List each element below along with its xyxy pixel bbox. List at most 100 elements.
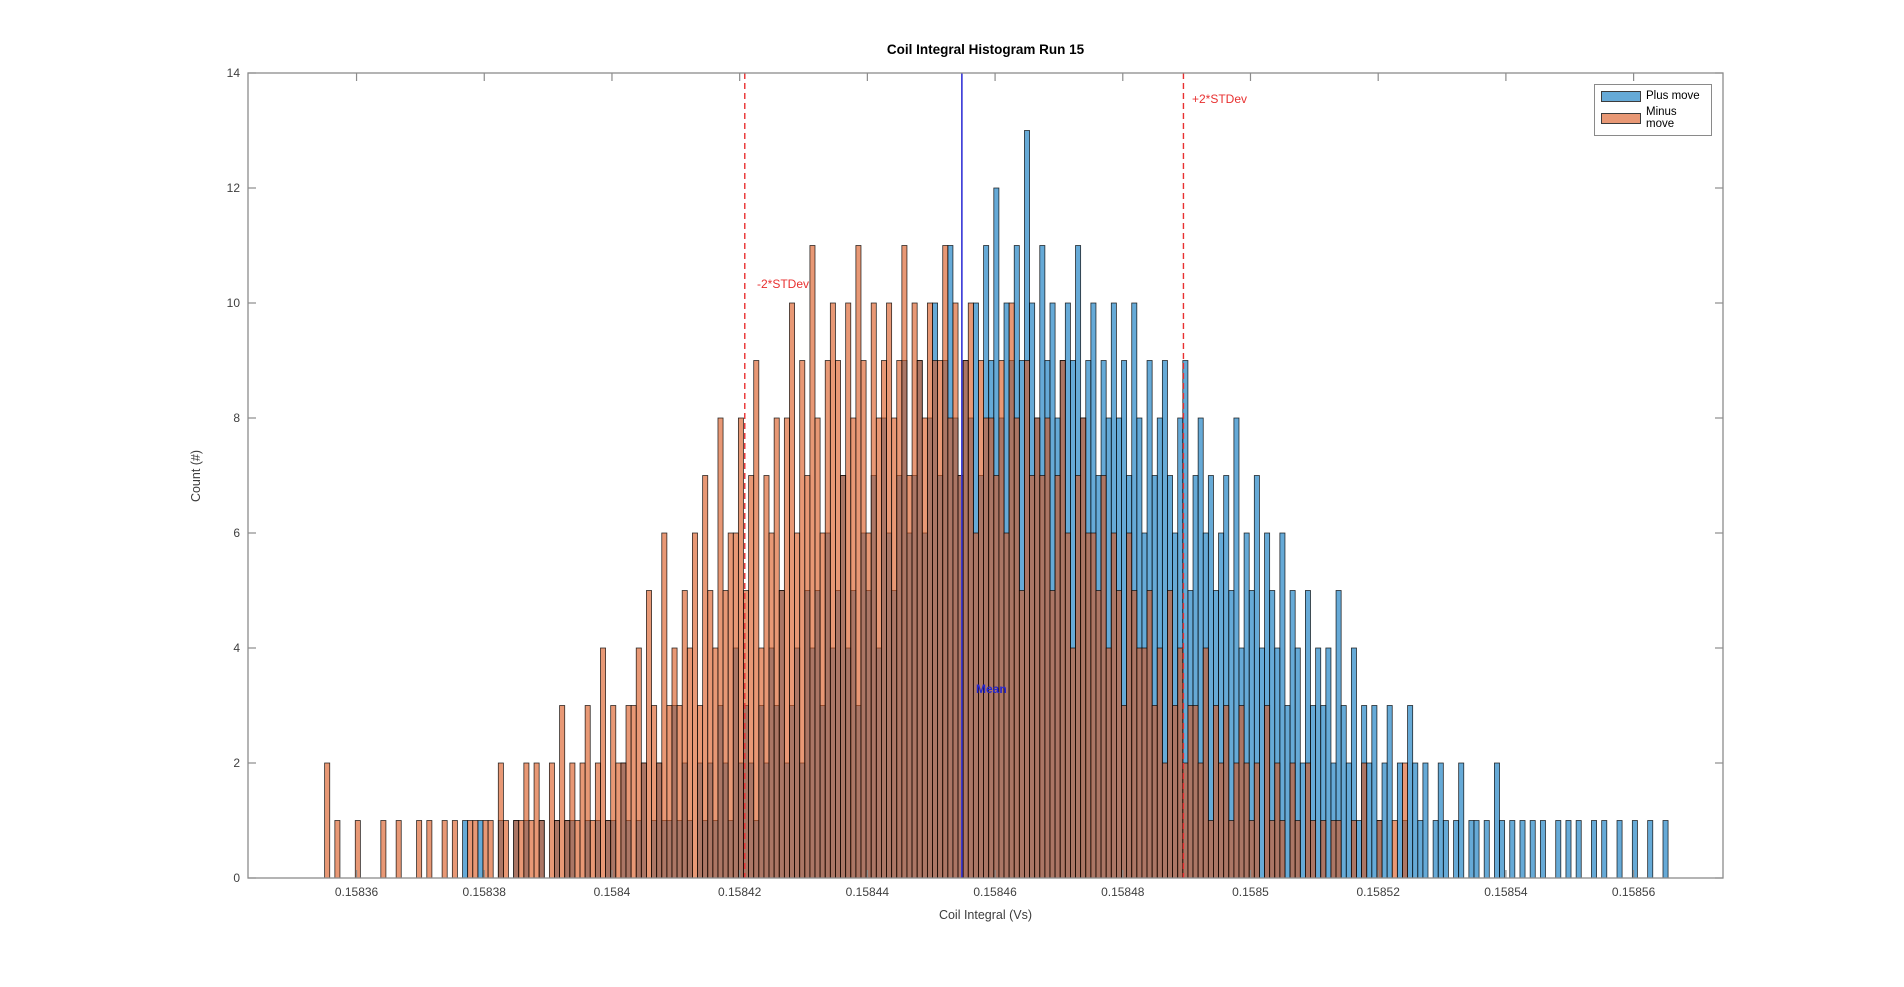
histogram-bar-plus bbox=[1259, 647, 1265, 879]
histogram-bar-plus bbox=[1591, 820, 1597, 879]
histogram-bar-minus bbox=[988, 417, 995, 879]
histogram-bar-minus bbox=[896, 360, 903, 879]
histogram-bar-minus bbox=[983, 417, 990, 879]
x-tick-label: 0.15844 bbox=[846, 885, 890, 899]
histogram-bar-minus bbox=[763, 475, 770, 879]
histogram-bar-minus bbox=[1110, 532, 1117, 879]
histogram-bar-plus bbox=[1412, 762, 1419, 879]
histogram-bar-minus bbox=[926, 302, 933, 879]
histogram-bar-minus bbox=[416, 820, 423, 879]
histogram-bar-minus bbox=[819, 532, 826, 879]
histogram-bar-minus bbox=[497, 762, 504, 879]
histogram-bar-minus bbox=[722, 590, 729, 879]
legend: Plus move Minus move bbox=[1594, 84, 1712, 136]
histogram-bar-minus bbox=[804, 475, 811, 879]
y-tick-label: 8 bbox=[233, 411, 240, 425]
histogram-bar-minus bbox=[993, 475, 1000, 879]
histogram-bar-minus bbox=[1330, 820, 1337, 879]
histogram-bar-minus bbox=[794, 532, 801, 879]
histogram-bar-minus bbox=[380, 820, 387, 879]
histogram-bar-minus bbox=[605, 820, 612, 879]
histogram-bar-minus bbox=[1294, 820, 1301, 879]
histogram-bar-minus bbox=[646, 590, 652, 879]
histogram-bar-minus bbox=[921, 417, 928, 879]
histogram-bar-plus bbox=[1432, 820, 1439, 879]
histogram-bar-plus bbox=[1647, 820, 1654, 879]
histogram-bar-minus bbox=[681, 590, 688, 879]
y-tick-label: 4 bbox=[233, 641, 240, 655]
histogram-bar-minus bbox=[1172, 705, 1179, 879]
histogram-bar-plus bbox=[1284, 705, 1291, 879]
histogram-bar-minus bbox=[1075, 475, 1082, 879]
histogram-bar-minus bbox=[1070, 647, 1076, 879]
histogram-bar-minus bbox=[1085, 532, 1092, 879]
histogram-bar-minus bbox=[1243, 762, 1250, 879]
histogram-bar-plus bbox=[1356, 820, 1362, 879]
histogram-bar-minus bbox=[809, 245, 816, 879]
y-tick-label: 2 bbox=[233, 756, 240, 770]
histogram-bar-plus bbox=[1207, 475, 1214, 879]
histogram-bar-minus bbox=[692, 532, 698, 879]
histogram-bar-minus bbox=[472, 820, 479, 879]
histogram-bar-plus bbox=[1499, 820, 1506, 879]
histogram-bar-minus bbox=[1049, 590, 1056, 879]
histogram-bar-minus bbox=[661, 532, 668, 879]
y-axis-label: Count (#) bbox=[189, 449, 203, 503]
histogram-bar-minus bbox=[1126, 532, 1133, 879]
histogram-bar-minus bbox=[1269, 820, 1276, 879]
histogram-bar-minus bbox=[937, 360, 944, 879]
histogram-bar-minus bbox=[1100, 475, 1107, 879]
histogram-bar-minus bbox=[1305, 762, 1311, 879]
histogram-bar-minus bbox=[635, 647, 642, 879]
histogram-bar-minus bbox=[686, 647, 693, 879]
histogram-bar-plus bbox=[1386, 705, 1393, 879]
histogram-bar-minus bbox=[942, 245, 949, 879]
histogram-bar-minus bbox=[1177, 647, 1184, 879]
histogram-bar-minus bbox=[891, 417, 898, 879]
histogram-bar-minus bbox=[1218, 762, 1225, 879]
histogram-bar-plus bbox=[1453, 820, 1460, 879]
histogram-bar-minus bbox=[564, 820, 571, 879]
histogram-bar-plus bbox=[1325, 647, 1332, 879]
histogram-bar-minus bbox=[395, 820, 402, 879]
histogram-bar-minus bbox=[1044, 417, 1051, 879]
histogram-bar-minus bbox=[972, 532, 979, 879]
histogram-bar-plus bbox=[477, 820, 484, 879]
histogram-bar-minus bbox=[1192, 705, 1199, 879]
histogram-bar-plus bbox=[1575, 820, 1582, 879]
histogram-bar-minus bbox=[1136, 647, 1143, 879]
histogram-bar-minus bbox=[1207, 820, 1214, 879]
histogram-bar-minus bbox=[1008, 302, 1015, 879]
histogram-bar-plus bbox=[1631, 820, 1638, 879]
histogram-bar-minus bbox=[962, 360, 969, 879]
histogram-bar-plus bbox=[1616, 820, 1623, 879]
histogram-bar-minus bbox=[1039, 475, 1046, 879]
histogram-bar-minus bbox=[1034, 417, 1041, 879]
histogram-bar-minus bbox=[1167, 590, 1173, 879]
histogram-bar-plus bbox=[1473, 820, 1480, 879]
histogram-bar-minus bbox=[589, 820, 596, 879]
histogram-bar-minus bbox=[1187, 705, 1194, 879]
histogram-bar-minus bbox=[901, 245, 908, 879]
histogram-bar-minus bbox=[773, 417, 780, 879]
histogram-bar-minus bbox=[579, 762, 586, 879]
histogram-bar-minus bbox=[594, 762, 601, 879]
histogram-bar-minus bbox=[1253, 762, 1260, 879]
histogram-bar-minus bbox=[656, 762, 663, 879]
histogram-bar-plus bbox=[1437, 762, 1444, 879]
histogram-bar-minus bbox=[676, 705, 683, 879]
histogram-bar-minus bbox=[717, 417, 724, 879]
histogram-bar-minus bbox=[835, 360, 841, 879]
histogram-bar-minus bbox=[916, 360, 923, 879]
histogram-bar-minus bbox=[753, 360, 760, 879]
x-axis-label: Coil Integral (Vs) bbox=[938, 908, 1033, 922]
histogram-bar-minus bbox=[1013, 417, 1020, 879]
histogram-bar-minus bbox=[548, 762, 555, 879]
histogram-bar-minus bbox=[1197, 762, 1204, 879]
histogram-bar-minus bbox=[829, 302, 836, 879]
histogram-bar-minus bbox=[799, 360, 806, 879]
histogram-bar-minus bbox=[630, 705, 637, 879]
legend-swatch-minus-move bbox=[1601, 112, 1641, 124]
histogram-bar-minus bbox=[1080, 417, 1087, 879]
